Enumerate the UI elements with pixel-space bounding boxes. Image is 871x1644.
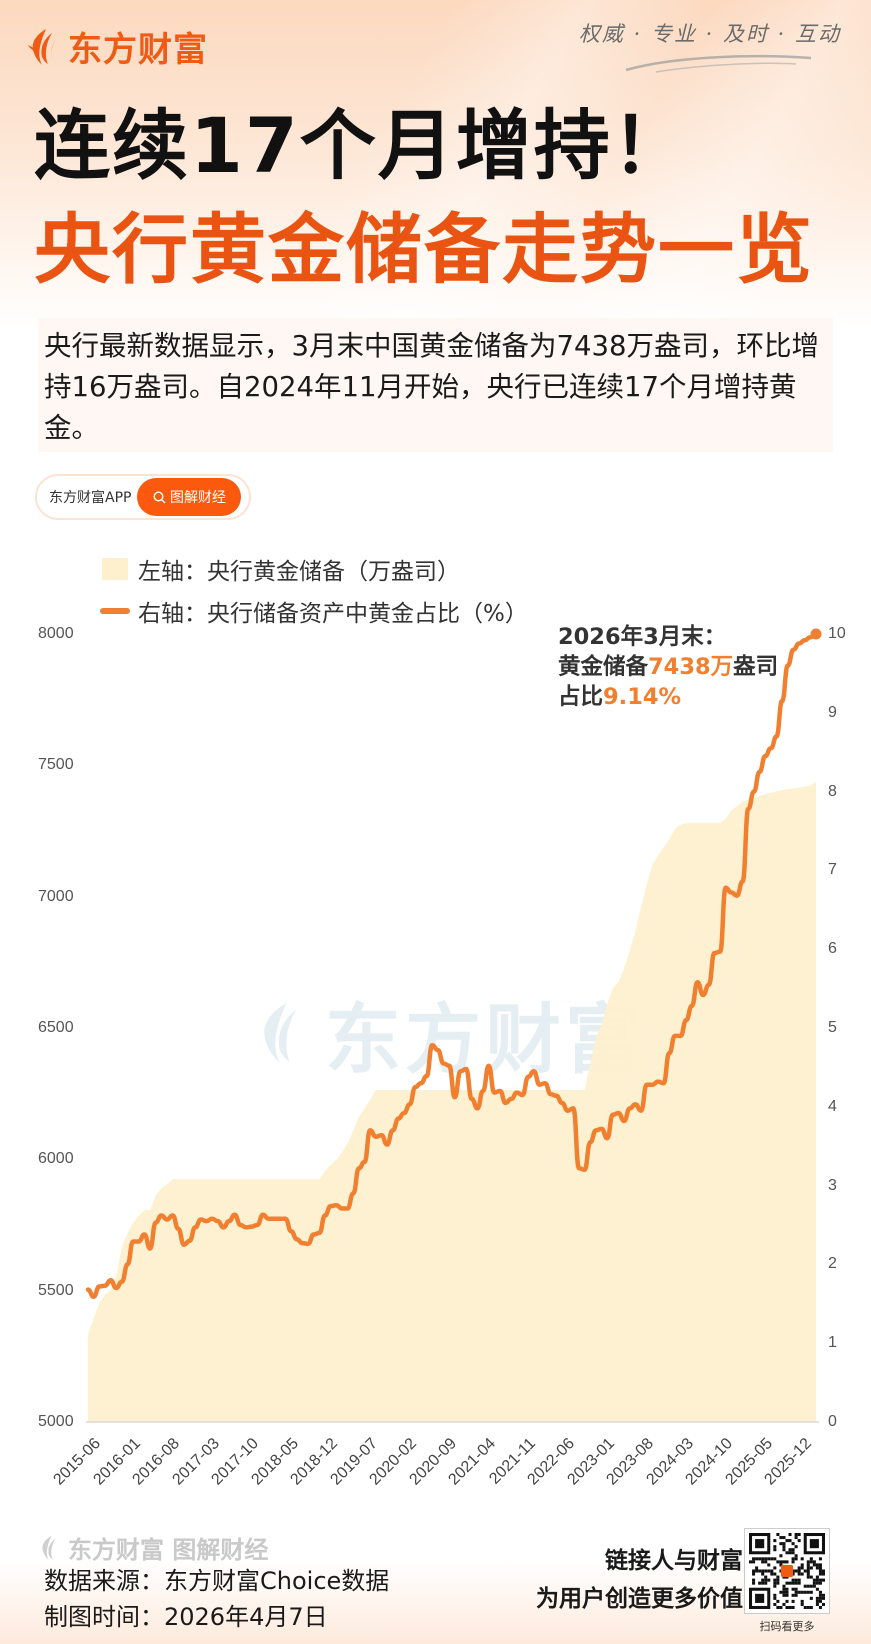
footer-source: 数据来源：东方财富Choice数据 制图时间：2026年4月7日 — [44, 1563, 389, 1635]
watermark: 东方财富 — [253, 978, 645, 1088]
right-axis-tick: 10 — [828, 625, 846, 642]
footer-brand: 东方财富 图解财经 — [38, 1530, 268, 1565]
left-axis-tick: 6500 — [38, 1019, 74, 1036]
right-axis-tick: 6 — [828, 940, 837, 958]
right-axis-tick: 1 — [828, 1334, 837, 1352]
right-axis-tick: 4 — [828, 1097, 837, 1115]
search-icon — [153, 490, 166, 503]
left-axis-tick: 6000 — [38, 1150, 74, 1168]
area-swatch-icon — [102, 558, 128, 580]
left-axis-tick: 7500 — [38, 756, 74, 774]
app-pill[interactable]: 东方财富APP 图解财经 — [35, 474, 251, 520]
line-swatch-icon — [100, 608, 130, 614]
watermark-logo-icon — [264, 1003, 297, 1063]
flame-logo-icon — [28, 28, 58, 65]
legend-item-reserve: 左轴：央行黄金储备（万盎司） — [100, 548, 528, 590]
left-axis-tick: 5500 — [38, 1281, 74, 1299]
qr-code-icon — [749, 1533, 825, 1609]
brand-slogan: 权威 · 专业 · 及时 · 互动 — [578, 22, 841, 46]
intro-paragraph: 央行最新数据显示，3月末中国黄金储备为7438万盎司，环比增持16万盎司。自20… — [38, 318, 833, 452]
qr-caption: 扫码看更多 — [759, 1620, 815, 1633]
legend-item-share: 右轴：央行储备资产中黄金占比（%） — [100, 590, 528, 632]
left-axis-tick: 7000 — [38, 887, 74, 905]
headline-secondary: 央行黄金储备走势一览 — [34, 205, 814, 294]
headline-primary: 连续17个月增持！ — [34, 101, 690, 190]
reserve-area — [88, 781, 816, 1422]
left-axis-tick: 8000 — [38, 625, 74, 642]
right-axis-tick: 9 — [828, 703, 837, 721]
tujie-caijing-label: 图解财经 — [169, 490, 226, 506]
end-point-marker — [810, 628, 822, 640]
right-axis-tick: 5 — [828, 1019, 837, 1036]
latest-annotation: 2026年3月末： 黄金储备7438万盎司 占比9.14% — [558, 622, 778, 712]
legend-label-reserve: 左轴：央行黄金储备（万盎司） — [138, 559, 460, 585]
annotation-date: 2026年3月末： — [558, 624, 727, 650]
left-axis-tick: 5000 — [38, 1413, 74, 1430]
right-axis-tick: 7 — [828, 861, 837, 879]
annotation-reserve: 黄金储备7438万盎司 — [558, 654, 779, 680]
brand-name: 东方财富 — [68, 30, 208, 70]
right-axis-tick: 8 — [828, 782, 837, 800]
footer-logo-icon — [42, 1535, 56, 1560]
right-axis-tick: 3 — [828, 1176, 837, 1194]
slogan-swoosh-decoration — [625, 54, 812, 73]
right-axis-tick: 2 — [828, 1255, 837, 1273]
footer-slogan: 链接人与财富 为用户创造更多价值 — [536, 1548, 743, 1612]
qr-code[interactable] — [744, 1528, 830, 1614]
app-label: 东方财富APP — [49, 490, 132, 506]
right-axis-tick: 0 — [828, 1413, 837, 1430]
header-background — [0, 0, 871, 330]
legend-label-share: 右轴：央行储备资产中黄金占比（%） — [138, 601, 528, 627]
share-line — [85, 631, 819, 1299]
chart-date: 制图时间：2026年4月7日 — [44, 1603, 328, 1631]
footer-background — [0, 1560, 871, 1644]
tujie-caijing-button[interactable]: 图解财经 — [137, 478, 242, 516]
annotation-share: 占比9.14% — [558, 684, 682, 710]
brand-logo: 东方财富 — [26, 22, 208, 71]
data-source: 数据来源：东方财富Choice数据 — [44, 1567, 390, 1595]
chart-legend: 左轴：央行黄金储备（万盎司） 右轴：央行储备资产中黄金占比（%） — [100, 548, 528, 632]
